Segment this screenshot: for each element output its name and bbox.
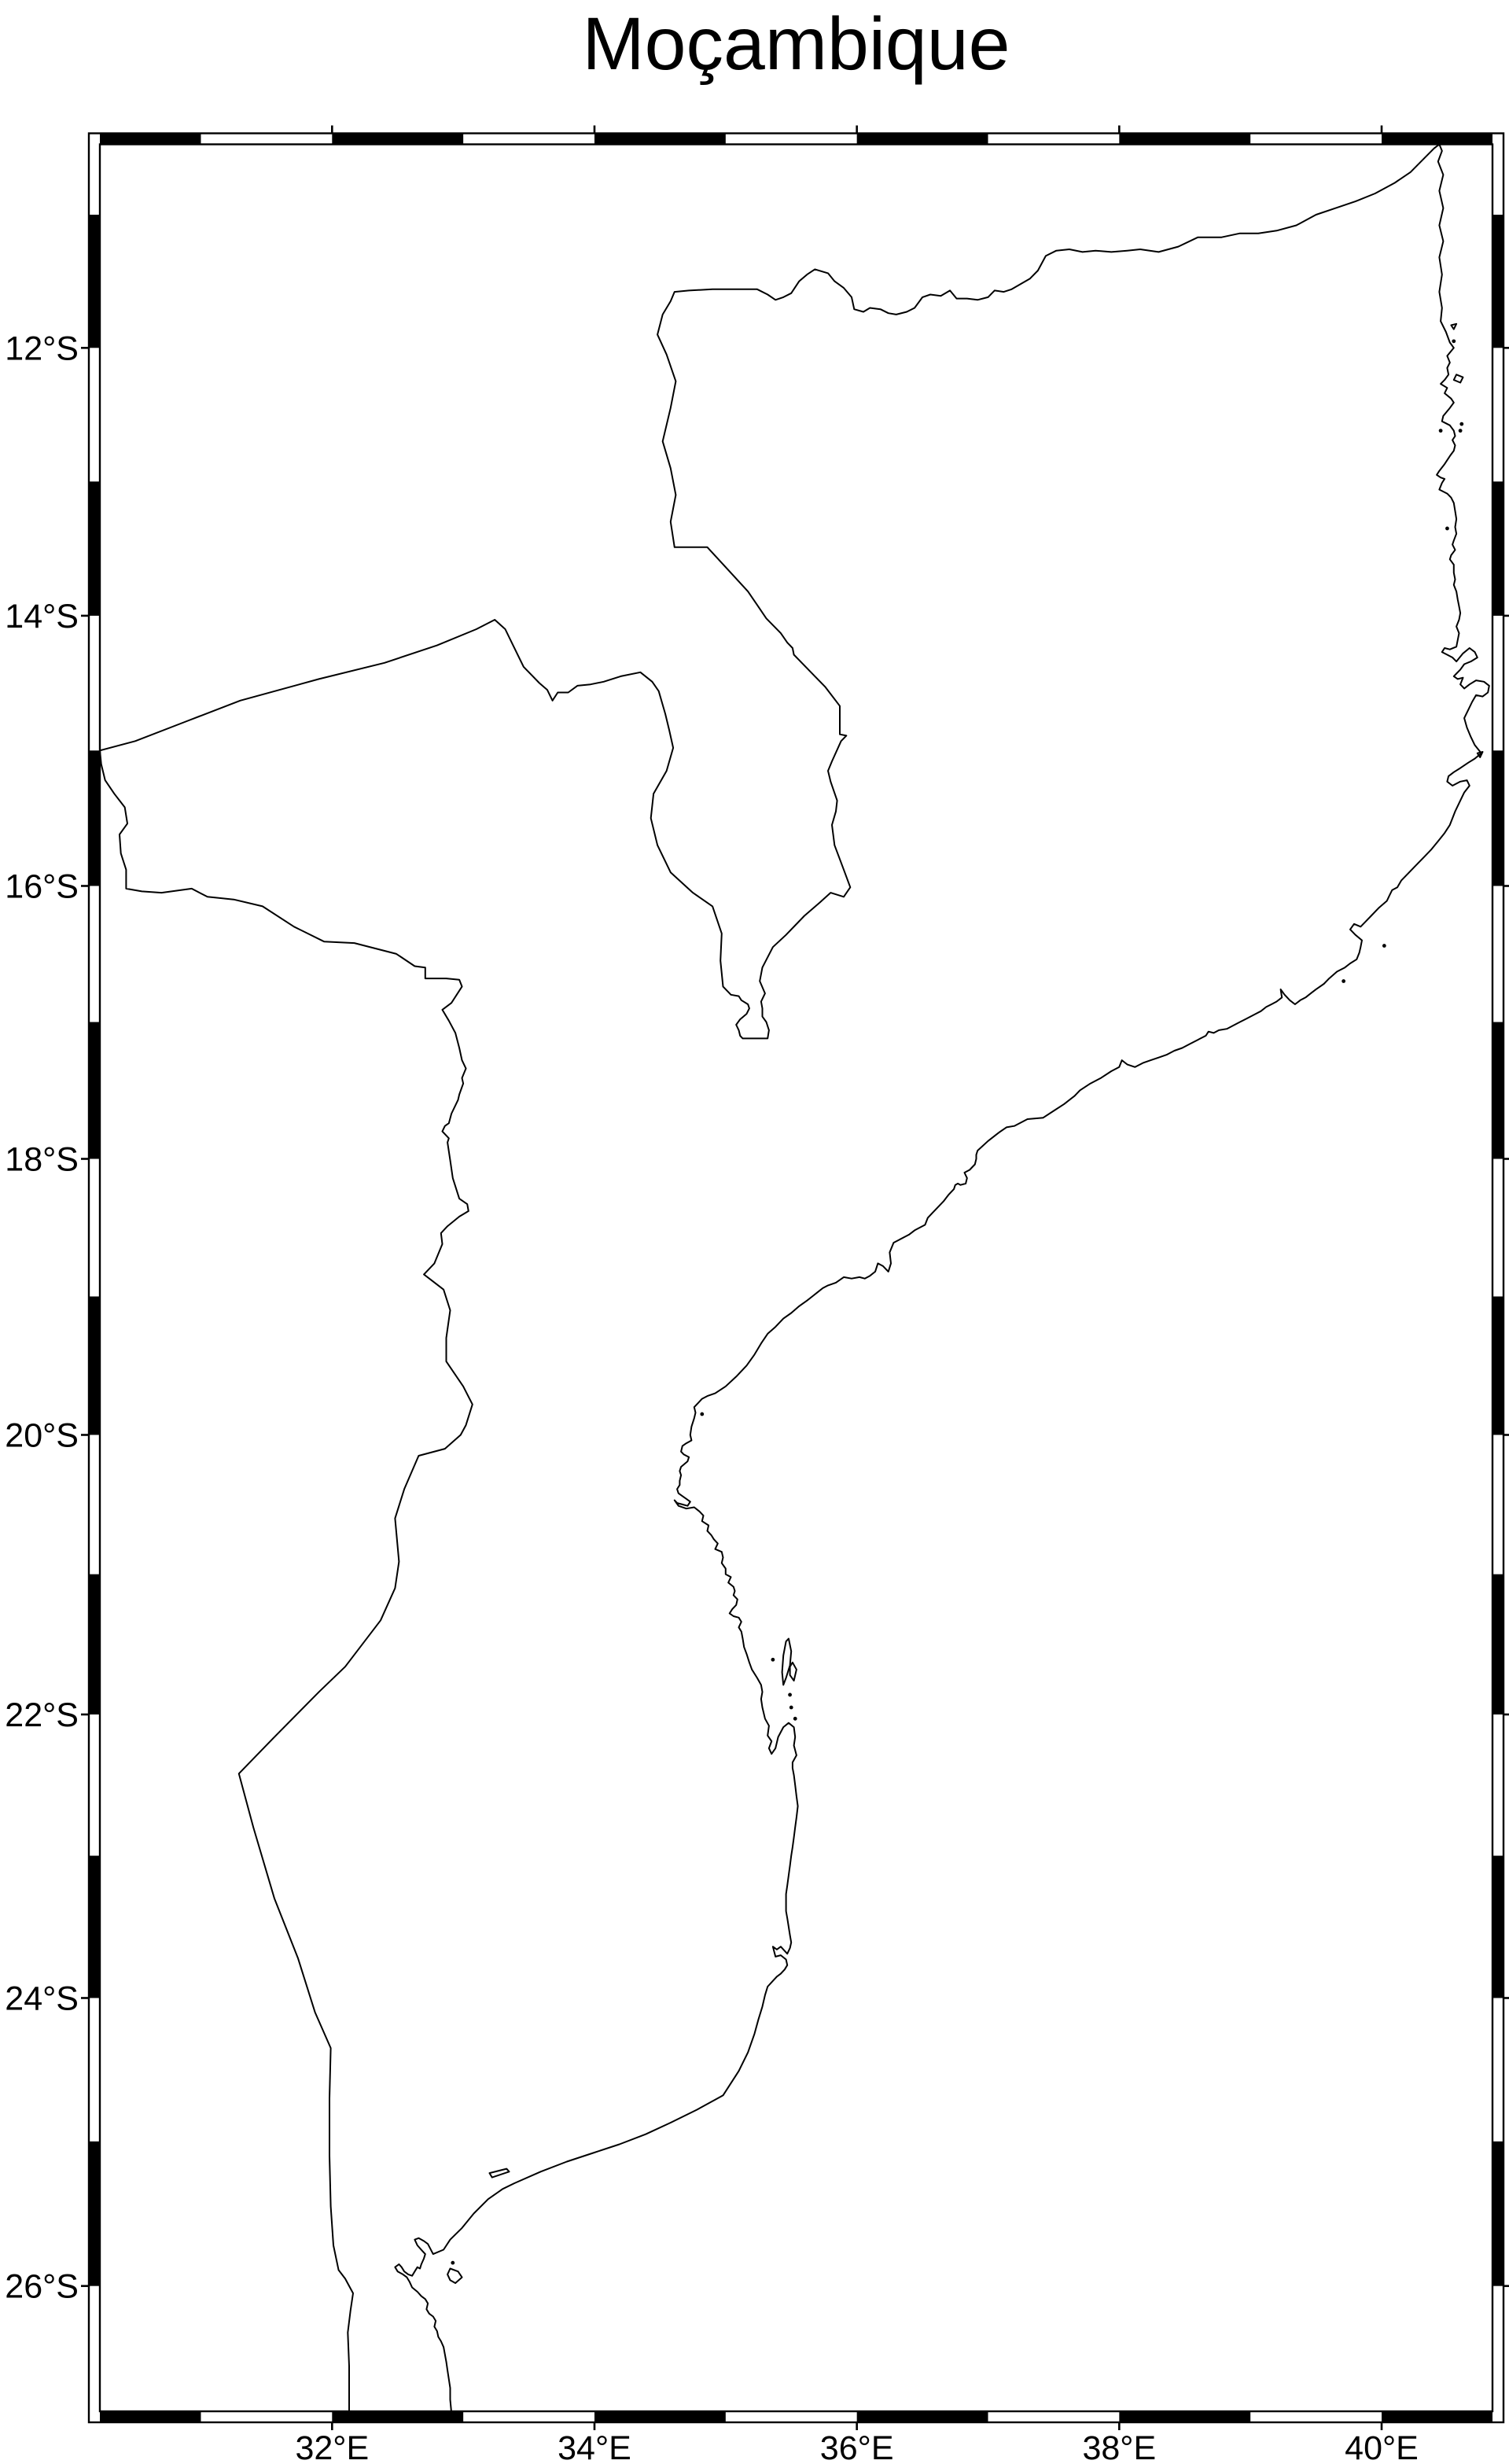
islet-dot: [700, 1412, 705, 1416]
island-outline: [1452, 374, 1464, 384]
lat-tick-label: 20°S: [5, 1416, 79, 1454]
map-frame-lines: [87, 132, 1505, 2424]
lat-tick-label: 12°S: [5, 330, 79, 367]
frame-band-base: [1492, 133, 1503, 2422]
islet-dot: [1458, 429, 1463, 433]
islet-dot: [1452, 339, 1456, 344]
frame-segment: [89, 481, 100, 616]
island-outline: [488, 2168, 510, 2179]
frame-segment: [1382, 2411, 1492, 2422]
frame-band-base: [89, 133, 100, 2422]
islet-dot: [771, 1657, 775, 1662]
frame-segment: [1492, 1855, 1503, 1998]
frame-segment: [89, 1296, 100, 1435]
frame-segment: [1492, 481, 1503, 616]
frame-segment: [1492, 1574, 1503, 1714]
frame-segment: [89, 1574, 100, 1714]
frame-segment: [89, 215, 100, 348]
island-outline: [781, 1637, 793, 1686]
frame-segment: [1119, 2411, 1251, 2422]
island-outline: [1450, 322, 1458, 330]
islet-dot: [451, 2260, 455, 2265]
frame-segment: [89, 750, 100, 886]
islet-dot: [1382, 944, 1386, 948]
islet-dot: [1342, 979, 1346, 983]
lat-tick-label: 24°S: [5, 1980, 79, 2017]
frame-segment: [100, 2411, 201, 2422]
frame-band-base: [89, 133, 1503, 145]
frame-segment: [89, 2141, 100, 2286]
islet-dot: [793, 1716, 797, 1721]
lat-tick-label: 14°S: [5, 598, 79, 635]
frame-segment: [594, 133, 726, 145]
lat-tick-label: 18°S: [5, 1141, 79, 1179]
lat-tick-label: 26°S: [5, 2268, 79, 2306]
lon-tick-label: 40°E: [1345, 2429, 1419, 2464]
frame-segment: [1492, 215, 1503, 348]
island-outline: [789, 1661, 797, 1681]
lon-tick-label: 34°E: [558, 2429, 631, 2464]
lat-tick-label: 16°S: [5, 867, 79, 905]
frame-segment: [332, 133, 464, 145]
map-frame-ticks: [81, 125, 1509, 2430]
mainland-boundary: [100, 144, 1490, 2411]
frame-segment: [100, 133, 201, 145]
islet-dot: [788, 1692, 792, 1697]
frame-segment: [856, 2411, 988, 2422]
frame-outer-line: [87, 132, 1505, 2424]
frame-segment: [1492, 1296, 1503, 1435]
axis-labels: 32°E 34°E 36°E 38°E 40°E 12°S 14°S 16°S 18°S 20°S…: [5, 330, 1419, 2464]
island-outline: [1476, 751, 1484, 758]
islet-dot: [1445, 526, 1449, 531]
islet-dot: [1459, 422, 1464, 426]
country-outline: [100, 144, 1490, 2411]
frame-segment: [1492, 2141, 1503, 2286]
map-title: Moçambique: [582, 2, 1010, 86]
frame-segment: [1492, 1022, 1503, 1159]
lon-tick-label: 36°E: [820, 2429, 894, 2464]
frame-segment: [1119, 133, 1251, 145]
frame-segment: [1492, 750, 1503, 886]
lon-tick-label: 38°E: [1082, 2429, 1156, 2464]
frame-segment: [1382, 133, 1492, 145]
lat-tick-label: 22°S: [5, 1696, 79, 1734]
lon-tick-label: 32°E: [295, 2429, 369, 2464]
islet-dot: [1438, 429, 1443, 433]
island-outline: [447, 2267, 463, 2284]
islet-dot: [789, 1705, 793, 1710]
frame-segment: [89, 1855, 100, 1998]
land-layer: [100, 144, 1490, 2411]
frame-segment: [332, 2411, 464, 2422]
frame-segment: [856, 133, 988, 145]
frame-inner-line: [98, 143, 1494, 2413]
frame-band-base: [89, 2411, 1503, 2422]
frame-segment: [594, 2411, 726, 2422]
map-frame-band: [89, 133, 1503, 2422]
frame-segment: [89, 1022, 100, 1159]
